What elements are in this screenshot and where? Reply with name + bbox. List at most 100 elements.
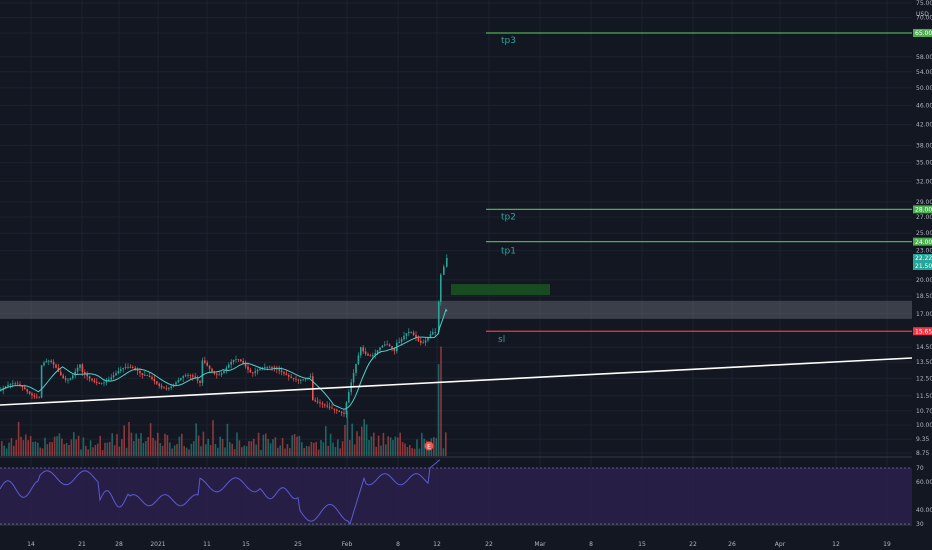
- volume-bar: [135, 433, 137, 456]
- candle-body: [355, 364, 357, 373]
- volume-bar: [133, 441, 135, 456]
- last-price-marker: [424, 441, 434, 451]
- candle-body: [333, 408, 336, 410]
- volume-bar: [337, 439, 339, 456]
- volume-bar: [53, 436, 56, 456]
- candle-body: [206, 362, 208, 366]
- volume-bar: [20, 436, 22, 456]
- price-tag: [913, 28, 932, 37]
- candle-body: [120, 369, 122, 372]
- candle-body: [357, 355, 360, 365]
- volume-bar: [313, 442, 315, 456]
- volume-bar: [250, 441, 253, 456]
- candle-body: [74, 371, 76, 376]
- y-tick-label: 14.50: [916, 344, 932, 351]
- volume-bar: [274, 437, 277, 456]
- candle-body: [223, 370, 225, 374]
- volume-bar: [130, 432, 133, 456]
- price-tag-label: 28.00: [915, 207, 932, 214]
- volume-bar: [195, 423, 197, 456]
- volume-bar: [325, 426, 327, 456]
- volume-bar: [241, 447, 243, 456]
- level-label-sl: sl: [498, 335, 505, 345]
- price-tag-label: 21.50: [915, 263, 932, 270]
- candle-body: [438, 301, 440, 333]
- y-tick-label: 58.00: [916, 54, 932, 61]
- candle-body: [230, 361, 232, 365]
- volume-bar: [101, 449, 104, 456]
- candle-body: [84, 372, 86, 375]
- currency-label: USD: [916, 11, 929, 18]
- volume-bar: [154, 440, 157, 456]
- volume-bar: [128, 422, 130, 456]
- volume-bar: [370, 436, 373, 456]
- candle-body: [163, 387, 165, 389]
- volume-bar: [303, 448, 305, 456]
- volume-bar: [77, 435, 80, 456]
- volume-bar: [3, 445, 5, 456]
- x-tick-label: 22: [689, 541, 697, 548]
- candle-body: [24, 387, 26, 390]
- y-tick-label: 25.00: [916, 230, 932, 237]
- y-tick-label: 35.00: [916, 160, 932, 167]
- candle-body: [194, 376, 196, 379]
- volume-bar: [10, 438, 13, 456]
- candle-body: [338, 410, 340, 412]
- volume-bar: [445, 432, 447, 456]
- rsi-tick-label: 60.00: [916, 479, 932, 486]
- candle-body: [69, 378, 72, 380]
- volume-bar: [305, 445, 308, 456]
- volume-bar: [397, 437, 399, 456]
- candle-body: [55, 364, 57, 368]
- grid-lines: [0, 0, 912, 524]
- candle-body: [48, 360, 50, 362]
- volume-bar: [188, 449, 190, 456]
- y-tick-label: 38.00: [916, 142, 932, 149]
- x-tick-label: Mar: [534, 541, 546, 548]
- y-tick-label: 17.00: [916, 311, 932, 318]
- volume-bar: [58, 433, 61, 456]
- volume-bar: [85, 445, 87, 456]
- volume-bar: [65, 442, 68, 456]
- volume-bar: [166, 435, 169, 456]
- volume-bar: [183, 445, 185, 456]
- level-label-tp2: tp2: [501, 212, 516, 222]
- y-tick-label: 18.50: [916, 293, 932, 300]
- candle-body: [50, 360, 52, 362]
- candle-body: [184, 375, 187, 377]
- candle-body: [112, 375, 115, 378]
- volume-bar: [243, 445, 245, 456]
- volume-bar: [320, 440, 322, 456]
- y-tick-label: 42.00: [916, 121, 932, 128]
- volume-bar: [221, 439, 224, 456]
- candle-body: [122, 368, 124, 370]
- candle-body: [165, 388, 168, 390]
- volume-bar: [87, 449, 89, 456]
- candle-body: [352, 372, 355, 383]
- candle-body: [62, 375, 64, 379]
- candle-body: [177, 380, 180, 383]
- y-tick-label: 70.00: [916, 14, 932, 21]
- price-tag: [913, 254, 932, 262]
- x-tick-label: Apr: [775, 541, 786, 548]
- volume-bar: [197, 435, 200, 456]
- candle-body: [199, 380, 201, 383]
- volume-bar: [99, 435, 101, 456]
- candle-body: [446, 257, 448, 267]
- candle-body: [151, 377, 153, 380]
- candle-body: [192, 375, 194, 377]
- candle-body: [235, 359, 237, 360]
- volume-bar: [229, 442, 231, 456]
- candle-body: [384, 344, 386, 346]
- volume-bar: [286, 444, 289, 456]
- volume-bar: [238, 440, 241, 456]
- price-tag-label: 24.00: [915, 239, 932, 246]
- price-tag: [913, 205, 932, 214]
- volume-bar: [409, 445, 411, 456]
- candle-body: [228, 364, 230, 368]
- rsi-band: [0, 468, 912, 524]
- rsi-tick-label: 40.00: [916, 507, 932, 514]
- level-label-tp3: tp3: [501, 36, 516, 46]
- volume-bar: [428, 448, 430, 456]
